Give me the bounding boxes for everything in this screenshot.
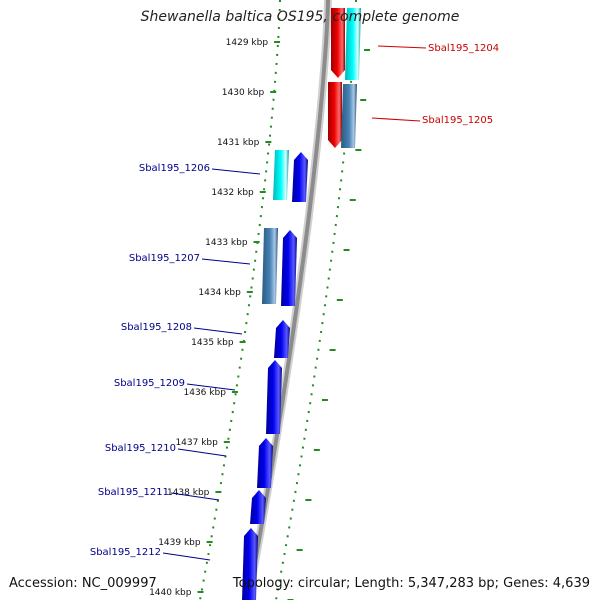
feature-block-steel	[341, 84, 357, 148]
gene-leader-line	[201, 258, 251, 265]
ruler-label: 1429 kbp	[226, 38, 269, 48]
gene-leader-line	[193, 327, 243, 335]
gene-leader-line	[186, 383, 236, 391]
feature-arrow-forward	[292, 152, 308, 202]
feature-block-steel	[262, 228, 278, 304]
gene-leader-line	[170, 492, 220, 501]
ruler-label: 1435 kbp	[191, 338, 234, 348]
gene-label: Sbal195_1207	[129, 253, 200, 264]
gene-label: Sbal195_1209	[114, 378, 185, 389]
ruler-label: 1431 kbp	[217, 138, 260, 148]
gene-leader-line	[162, 552, 211, 561]
ruler-label: 1440 kbp	[149, 588, 192, 598]
accession-text: Accession: NC_009997	[9, 576, 157, 591]
feature-arrow-forward	[281, 230, 297, 306]
gene-label: Sbal195_1210	[105, 443, 176, 454]
gene-label: Sbal195_1211	[98, 487, 169, 498]
feature-block-cyan	[345, 8, 361, 80]
gene-label: Sbal195_1208	[121, 322, 192, 333]
genome-summary-text: Topology: circular; Length: 5,347,283 bp…	[232, 576, 590, 591]
ruler-label: 1434 kbp	[198, 288, 241, 298]
feature-arrow-forward	[266, 360, 282, 434]
ruler-label: 1432 kbp	[211, 188, 254, 198]
feature-block-cyan	[273, 150, 289, 200]
ruler-label: 1430 kbp	[222, 88, 265, 98]
genome-backbone	[246, 0, 330, 600]
gene-leader-line	[377, 45, 427, 49]
gene-label: Sbal195_1205	[422, 115, 493, 126]
gene-leader-line	[177, 448, 227, 457]
feature-arrow-reverse	[328, 82, 342, 148]
map-title: Shewanella baltica OS195, complete genom…	[140, 9, 460, 25]
ruler-label: 1433 kbp	[205, 238, 248, 248]
gene-leader-line	[211, 168, 261, 175]
feature-arrow-forward	[242, 528, 258, 600]
ruler-label: 1436 kbp	[184, 388, 227, 398]
ruler-label: 1437 kbp	[175, 438, 218, 448]
feature-arrow-forward	[257, 438, 273, 488]
ruler-label: 1439 kbp	[158, 538, 201, 548]
gene-label: Sbal195_1204	[428, 43, 499, 54]
gene-label: Sbal195_1212	[90, 547, 161, 558]
ruler-label: 1438 kbp	[167, 488, 210, 498]
gene-label: Sbal195_1206	[139, 163, 210, 174]
feature-arrow-reverse	[331, 8, 345, 78]
feature-arrow-forward	[250, 490, 266, 524]
feature-arrow-forward	[274, 320, 290, 358]
gene-leader-line	[371, 117, 421, 122]
